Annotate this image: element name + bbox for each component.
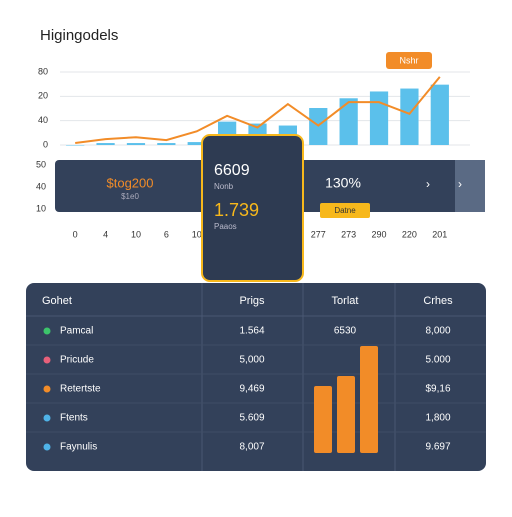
side-label: 40: [36, 181, 46, 191]
strip-arrow: ›: [458, 177, 462, 191]
side-label: 10: [36, 203, 46, 213]
y-tick-label: 0: [43, 139, 48, 149]
x-tick-label: 10: [192, 229, 202, 239]
status-dot: [43, 385, 51, 393]
table-bar: [337, 376, 355, 453]
table-cell: 5.000: [425, 355, 450, 366]
status-dot: [43, 443, 51, 451]
y-tick-label: 40: [38, 115, 48, 125]
table-header: Torlat: [332, 295, 359, 307]
table-cell: Retertste: [60, 384, 101, 395]
card-label: Nonb: [214, 182, 234, 191]
card: [201, 134, 304, 282]
bar: [339, 98, 358, 145]
bar: [126, 143, 146, 145]
table-cell: 9,469: [239, 384, 264, 395]
line: [75, 76, 441, 145]
strip-value: $tog200: [107, 175, 154, 190]
x-tick-label: 6: [164, 229, 169, 239]
x-tick-label: 220: [402, 229, 417, 239]
table-cell: $9,16: [425, 384, 450, 395]
bar: [66, 145, 85, 146]
card-value: 1.739: [214, 200, 259, 220]
bar: [369, 91, 389, 145]
side-label: 50: [36, 159, 46, 169]
strip-sub: $1e0: [121, 192, 139, 201]
table-header: Gohet: [42, 295, 72, 307]
y-tick-label: 20: [38, 91, 48, 101]
x-tick-label: 277: [311, 229, 326, 239]
table-cell: 8,000: [425, 326, 450, 337]
badge-text: Datne: [334, 206, 356, 215]
y-tick-label: 80: [38, 66, 48, 76]
strip-end: [455, 160, 485, 212]
table-bar: [360, 346, 378, 453]
table-cell: 1.564: [239, 326, 264, 337]
strip-arrow: ›: [426, 177, 430, 191]
table-bar: [314, 386, 332, 453]
badge: [320, 203, 370, 218]
status-dot: [43, 414, 51, 422]
table-cell: 9.697: [425, 442, 450, 453]
table-cell: 6530: [334, 326, 357, 337]
x-tick-label: 201: [432, 229, 447, 239]
table-cell: 1,800: [425, 413, 450, 424]
x-tick-label: 4: [103, 229, 108, 239]
card-value: 6609: [214, 162, 250, 179]
bar: [157, 143, 176, 145]
tag-text: Nshr: [399, 55, 418, 65]
table-cell: Ftents: [60, 413, 88, 424]
table-cell: 5.609: [239, 413, 264, 424]
status-dot: [43, 356, 51, 364]
card-label: Paaos: [214, 222, 237, 231]
x-tick-label: 10: [131, 229, 141, 239]
table-header: Crhes: [423, 295, 453, 307]
title: Higingodels: [40, 27, 118, 44]
bar: [400, 88, 419, 145]
table-cell: Faynulis: [60, 442, 97, 453]
table-cell: Pamcal: [60, 326, 93, 337]
table-cell: 8,007: [239, 442, 264, 453]
tag: [386, 52, 432, 69]
bar: [430, 84, 449, 145]
strip-percent: 130%: [325, 175, 361, 191]
x-tick-label: 0: [73, 229, 78, 239]
table-cell: Pricude: [60, 355, 94, 366]
table-cell: 5,000: [239, 355, 264, 366]
bar: [96, 143, 115, 145]
table: Gohet Prigs Torlat Crhes Pamcal 1.564 6530 8,00…: [26, 283, 486, 471]
x-tick-label: 273: [341, 229, 356, 239]
table-header: Prigs: [239, 295, 265, 307]
bar: [187, 142, 206, 145]
status-dot: [43, 327, 51, 335]
chart: 040208004106101417313277273290220201: [38, 66, 470, 239]
x-tick-label: 290: [372, 229, 387, 239]
